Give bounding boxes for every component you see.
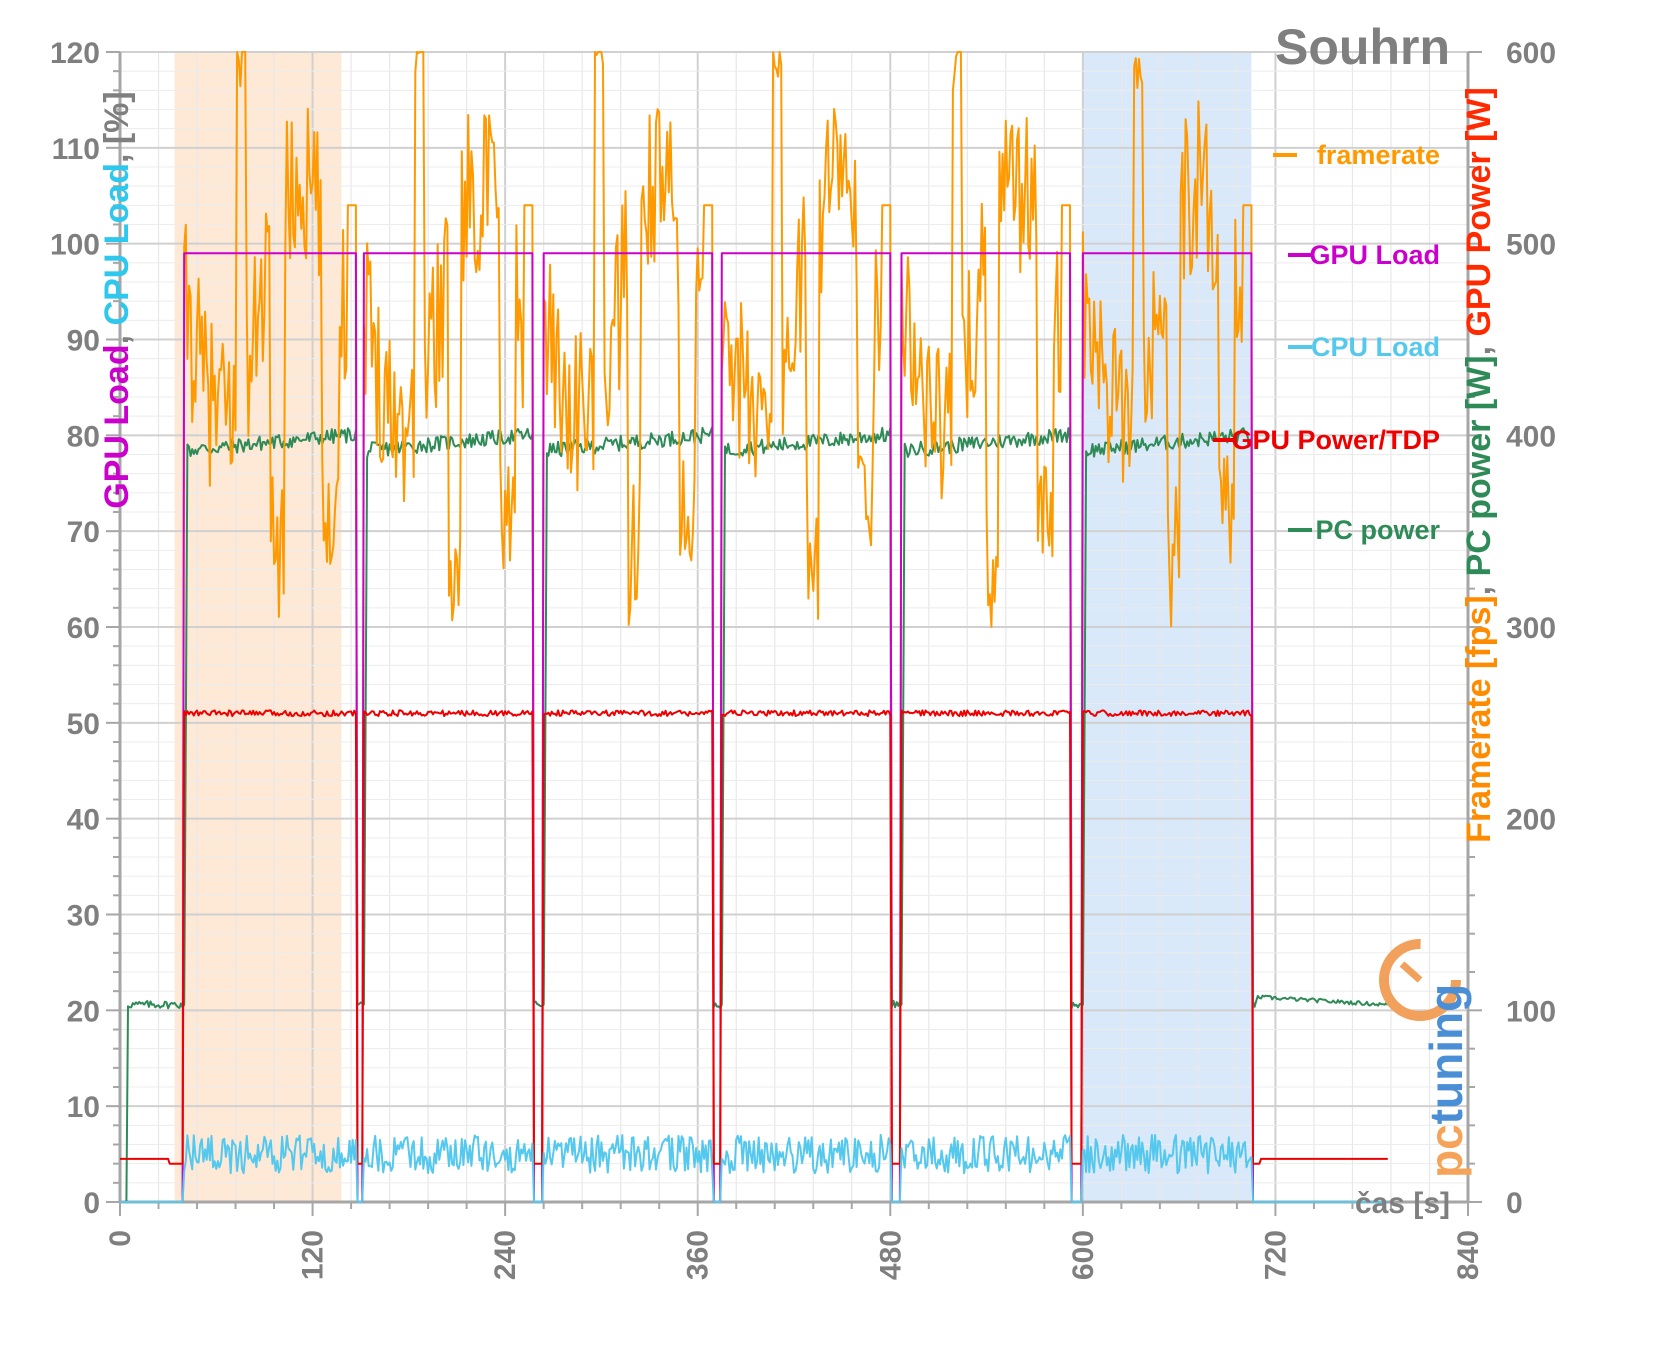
y-tick-label-left: 90: [67, 325, 100, 358]
y-tick-label-left: 30: [67, 900, 100, 933]
x-tick-label: 0: [104, 1230, 137, 1247]
chart-title: Souhrn: [1275, 19, 1450, 75]
y-tick-label-left: 80: [67, 420, 100, 453]
grid: [119, 51, 1469, 1203]
y-axis-title-right: Framerate [fps], PC power [W], GPU Power…: [1460, 87, 1498, 843]
logo-text-tuning: tuning: [1420, 984, 1472, 1125]
y-axis-title-right-part: ,: [1460, 337, 1498, 356]
x-tick-label: 720: [1259, 1230, 1292, 1280]
legend-label: GPU Power/TDP: [1231, 425, 1440, 455]
x-tick-label: 600: [1067, 1230, 1100, 1280]
x-tick-label: 120: [297, 1230, 330, 1280]
y-axis-title-left-part: CPU Load: [98, 163, 136, 325]
x-axis-label: čas [s]: [1355, 1187, 1450, 1220]
y-axis-title-right-part: PC power [W]: [1460, 355, 1498, 576]
logo-text-pc: pc: [1420, 1124, 1472, 1178]
y-tick-label-left: 10: [67, 1091, 100, 1124]
y-tick-label-right: 0: [1506, 1187, 1523, 1220]
y-axis-title-left: GPU Load, CPU Load, [%]: [98, 91, 136, 508]
legend-label: CPU Load: [1311, 332, 1440, 362]
labels: 0 10 20 30 40 50 60 70 80 90 100 110 120 0 100 200 300 40…: [50, 19, 1556, 1280]
y-tick-label-left: 0: [83, 1187, 100, 1220]
x-tick-label: 840: [1452, 1230, 1485, 1280]
series-cpu-load: [120, 1133, 1388, 1203]
y-axis-title-left-part: ,: [98, 325, 136, 344]
logo-needle-icon: [1399, 961, 1423, 983]
legend-label: framerate: [1317, 140, 1440, 170]
y-tick-label-left: 20: [67, 995, 100, 1028]
series-gpu-power: [120, 709, 1388, 1165]
x-tick-label: 360: [682, 1230, 715, 1280]
legend-label: GPU Load: [1309, 240, 1440, 270]
x-tick-label: 240: [489, 1230, 522, 1280]
logo-gauge-icon: [1379, 939, 1461, 1021]
y-tick-label-left: 120: [50, 37, 100, 70]
y-tick-label-right: 300: [1506, 612, 1556, 645]
y-tick-label-left: 100: [50, 229, 100, 262]
y-tick-label-left: 110: [52, 133, 100, 166]
legend-label: PC power: [1315, 515, 1440, 545]
y-axis-title-right-part: GPU Power [W]: [1460, 87, 1498, 336]
logo-text: pctuning: [1420, 984, 1472, 1178]
x-tick-label: 480: [874, 1230, 907, 1280]
y-axis-title-right-part: ,: [1460, 576, 1498, 595]
y-axis-title-right-part: Framerate [fps]: [1460, 595, 1498, 843]
y-tick-label-right: 600: [1506, 37, 1556, 70]
y-axis-title-left-part: GPU Load: [98, 344, 136, 508]
y-tick-label-left: 40: [67, 804, 100, 837]
y-tick-label-right: 200: [1506, 804, 1556, 837]
y-axis-title-left-part: , [%]: [98, 91, 136, 163]
series-layer: [120, 51, 1389, 1203]
y-tick-label-left: 70: [67, 516, 100, 549]
y-tick-label-left: 50: [67, 708, 100, 741]
series-framerate: [120, 51, 1388, 1203]
y-tick-label-right: 100: [1506, 995, 1556, 1028]
pctuning-logo: pctuning: [1379, 939, 1472, 1178]
y-tick-label-right: 400: [1506, 420, 1556, 453]
y-tick-label-right: 500: [1506, 229, 1556, 262]
y-tick-label-left: 60: [67, 612, 100, 645]
series-gpu-load: [120, 252, 1388, 1203]
axes: [106, 51, 1482, 1216]
